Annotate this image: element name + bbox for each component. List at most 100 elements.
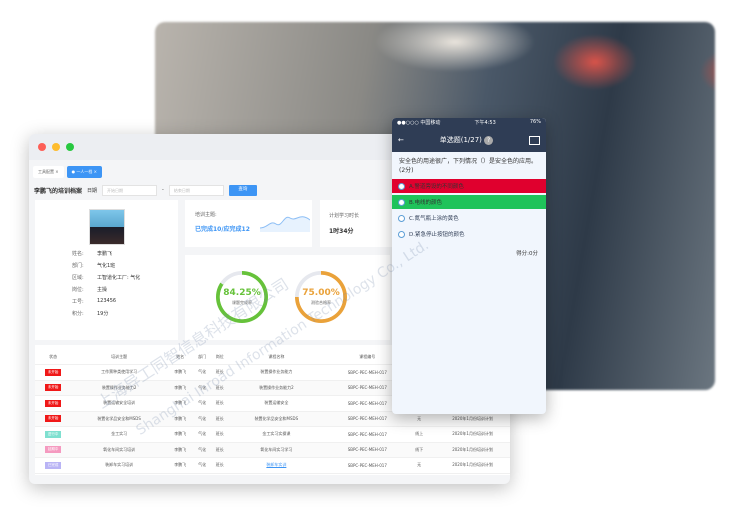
table-row[interactable]: 未开始 装置化学品安全和MSDS 李鹏飞 气化 班长 装置化学品安全和MSDS SBPC-P… xyxy=(35,411,510,427)
field-value: 主操 xyxy=(97,287,108,293)
help-icon[interactable]: ? xyxy=(484,136,494,145)
table-cell: 无 xyxy=(410,411,428,427)
radio-icon[interactable] xyxy=(398,230,405,238)
sparkline xyxy=(260,216,310,232)
table-cell: 班长 xyxy=(210,364,229,381)
table-cell: SBPC-PEC-MEH-017 xyxy=(324,395,411,412)
back-arrow-icon[interactable]: ← xyxy=(398,136,404,144)
table-cell: 气化 xyxy=(193,364,211,381)
column-header[interactable]: 状态 xyxy=(35,349,72,365)
page-title: 李鹏飞的培训档案 xyxy=(34,187,83,195)
table-cell: 2020年1月份培训计划 xyxy=(427,426,510,443)
table-row[interactable]: 已完成 装卸车实习培训 李鹏飞 气化 班长 装卸车实训 SBPC-PEC-MEH-017 无 2… xyxy=(35,457,510,474)
table-row[interactable]: 进行中 金工实习 李鹏飞 气化 班长 金工实习实操课 SBPC-PEC-MEH-017 线上 2… xyxy=(35,426,510,443)
tab-archive[interactable]: ● 一人一档 × xyxy=(66,166,103,178)
battery: 76% xyxy=(529,119,541,125)
radio-icon[interactable] xyxy=(398,198,405,206)
field-value: 气化1班 xyxy=(97,263,116,269)
table-cell: SBPC-PEC-MEH-017 xyxy=(324,411,411,427)
table-cell[interactable]: 装卸车实训 xyxy=(228,457,325,474)
profile-card: 姓名: 李鹏飞部门: 气化1班区域: 工智道化工厂: 气化岗位: 主操工号: 123456… xyxy=(35,200,178,340)
table-cell: 装置化学品安全和MSDS xyxy=(71,411,168,427)
column-header[interactable]: 课程编号 xyxy=(324,349,411,365)
rings-card: 84.25% 课题完成率 75.00% 测验合格率 xyxy=(185,255,390,340)
status-badge: 进行中 xyxy=(44,430,62,438)
table-cell: 班长 xyxy=(210,380,229,396)
radio-icon[interactable] xyxy=(398,182,405,190)
field-label: 工号: xyxy=(72,299,84,305)
answer-card-icon[interactable] xyxy=(528,135,540,145)
field-label: 积分: xyxy=(72,311,84,317)
table-cell: 李鹏飞 xyxy=(167,457,194,474)
plan-value: 1时34分 xyxy=(329,228,354,235)
table-cell: 金工实习实操课 xyxy=(228,426,325,443)
option-text: C.氮气瓶上涂的黄色 xyxy=(409,216,459,222)
table-cell: 无 xyxy=(410,457,428,474)
table-cell: SBPC-PEC-MEH-017 xyxy=(324,457,411,474)
table-cell: 班长 xyxy=(210,442,229,458)
close-dot[interactable] xyxy=(38,143,46,151)
topic-label: 培训主题: xyxy=(195,212,217,218)
column-header[interactable]: 培训主题 xyxy=(71,349,168,365)
column-header[interactable]: 课程名称 xyxy=(228,349,325,365)
option-text: D.紧急停止按钮的颜色 xyxy=(409,232,465,238)
status-cell: 未开始 xyxy=(35,364,72,381)
profile-field: 姓名: 李鹏飞 xyxy=(35,250,178,257)
table-cell: 装卸车实习培训 xyxy=(71,457,168,474)
table-cell: 气化 xyxy=(193,411,211,427)
table-cell: 装置操作业务能力 xyxy=(228,364,325,381)
plan-label: 计划学习时长 xyxy=(329,213,360,219)
minimize-dot[interactable] xyxy=(52,143,60,151)
status-bar: ●●○○○ 中国移动 下午4:53 76% xyxy=(392,118,546,128)
avatar xyxy=(88,209,125,245)
table-cell: 李鹏飞 xyxy=(167,364,194,381)
end-date-input[interactable]: 结束日期 xyxy=(168,184,224,196)
date-separator: - xyxy=(162,187,164,193)
profile-field: 工号: 123456 xyxy=(35,298,178,305)
topic-value: 已完成10/应完成12 xyxy=(195,226,250,233)
status-badge: 未开始 xyxy=(44,399,62,407)
tab-label: 一人一档 xyxy=(76,169,93,174)
table-cell: 气化 xyxy=(193,426,211,443)
ring-value: 84.25% xyxy=(223,288,261,298)
table-cell: SBPC-PEC-MEH-017 xyxy=(324,442,411,458)
table-cell: SBPC-PEC-MEH-017 xyxy=(324,380,411,396)
search-button[interactable]: 查询 xyxy=(228,184,257,196)
status-badge: 未开始 xyxy=(44,384,62,392)
field-value: 19分 xyxy=(97,311,109,317)
table-cell: 线上 xyxy=(410,426,428,443)
table-cell: 装置运输安全 xyxy=(228,395,325,412)
radio-icon[interactable] xyxy=(398,214,405,222)
column-header[interactable]: 岗位 xyxy=(210,349,229,365)
question-text: 安全色的用途很广，下列情况（）是安全色的应用。(2分) xyxy=(399,158,538,174)
table-cell: 班长 xyxy=(210,395,229,412)
option-text: A.警道旁设的不同颜色 xyxy=(409,184,464,190)
maximize-dot[interactable] xyxy=(66,143,74,151)
table-cell: 2020年1月份培训计划 xyxy=(427,457,510,474)
table-cell: SBPC-PEC-MEH-017 xyxy=(324,364,411,381)
answer-option[interactable]: C.氮气瓶上涂的黄色 xyxy=(392,211,546,225)
tab-tool-config[interactable]: 工具配置 × xyxy=(33,166,64,178)
table-cell: 氧化车间实习培训 xyxy=(71,442,168,458)
answer-option[interactable]: B.电线的颜色 xyxy=(392,195,546,209)
quiz-title: 单选题(1/27) xyxy=(439,136,482,144)
status-badge: 延期中 xyxy=(44,446,62,454)
start-date-input[interactable]: 开始日期 xyxy=(102,184,158,196)
field-label: 区域: xyxy=(72,275,84,281)
field-label: 岗位: xyxy=(72,287,84,293)
ring-label: 测验合格率 xyxy=(311,300,331,305)
profile-field: 积分: 19分 xyxy=(35,310,178,317)
column-header[interactable]: 部门 xyxy=(193,349,211,365)
status-badge: 已完成 xyxy=(44,461,62,469)
status-cell: 未开始 xyxy=(35,411,72,427)
field-label: 部门: xyxy=(72,263,84,269)
profile-field: 区域: 工智道化工厂: 气化 xyxy=(35,274,178,281)
table-cell: 气化 xyxy=(193,380,211,396)
table-cell: 2020年1月份培训计划 xyxy=(427,411,510,427)
column-header[interactable]: 姓名 xyxy=(167,349,194,365)
table-row[interactable]: 延期中 氧化车间实习培训 李鹏飞 气化 班长 氧化车间实习学习 SBPC-PEC-MEH-0… xyxy=(35,442,510,458)
tab-label: 工具配置 xyxy=(38,169,54,174)
table-cell: 线下 xyxy=(410,442,428,458)
answer-option[interactable]: A.警道旁设的不同颜色 xyxy=(392,179,546,193)
answer-option[interactable]: D.紧急停止按钮的颜色 xyxy=(392,227,546,241)
